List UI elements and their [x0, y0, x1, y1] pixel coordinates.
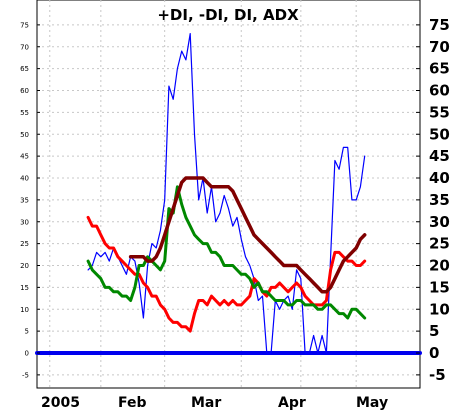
y-tick-label-left-8: 35 — [20, 196, 29, 204]
x-label-3: Apr — [278, 395, 306, 410]
y-tick-label-left-1: 0 — [25, 350, 29, 358]
y-tick-label-right-10: 45 — [429, 147, 450, 165]
y-tick-label-left-12: 55 — [20, 109, 29, 117]
y-tick-label-left-13: 60 — [20, 87, 29, 95]
series-line-3 — [86, 185, 367, 320]
y-tick-label-right-7: 30 — [429, 213, 450, 231]
y-tick-label-left-4: 15 — [20, 284, 29, 292]
y-tick-label-right-0: -5 — [429, 366, 446, 384]
x-label-0: 2005 — [41, 395, 80, 410]
y-tick-label-right-6: 25 — [429, 235, 450, 253]
y-tick-label-right-16: 75 — [429, 16, 450, 34]
y-tick-label-right-14: 65 — [429, 60, 450, 78]
chart-title: +DI, -DI, DI, ADX — [157, 6, 299, 24]
y-tick-label-right-3: 10 — [429, 300, 450, 318]
x-labels: 2005 Feb Mar Apr May — [41, 395, 388, 410]
x-label-4: May — [356, 395, 388, 410]
y-tick-label-right-11: 50 — [429, 125, 450, 143]
y-tick-label-right-1: 0 — [429, 344, 439, 362]
y-tick-label-left-9: 40 — [20, 175, 29, 183]
y-tick-label-left-15: 70 — [20, 43, 29, 51]
y-tick-label-left-14: 65 — [20, 65, 29, 73]
y-tick-label-right-9: 40 — [429, 169, 450, 187]
y-tick-label-left-11: 50 — [20, 131, 29, 139]
y-tick-label-right-5: 20 — [429, 257, 450, 275]
y-tick-label-right-12: 55 — [429, 103, 450, 121]
grid — [37, 0, 420, 388]
y-tick-label-left-7: 30 — [20, 218, 29, 226]
plot-frame — [36, 0, 421, 389]
y-ticks-left: -5 0 5 10 15 20 25 30 35 40 45 50 55 60 65 70 75 — [20, 21, 40, 379]
series-line-2 — [86, 215, 367, 333]
y-tick-label-left-5: 20 — [20, 262, 29, 270]
x-label-1: Feb — [118, 395, 147, 410]
y-tick-label-left-0: -5 — [22, 371, 29, 379]
y-tick-label-right-13: 60 — [429, 82, 450, 100]
y-tick-label-right-8: 35 — [429, 191, 450, 209]
y-tick-label-left-2: 5 — [25, 328, 29, 336]
y-tick-label-left-3: 10 — [20, 306, 29, 314]
y-tick-label-left-6: 25 — [20, 240, 29, 248]
y-tick-label-left-10: 45 — [20, 153, 29, 161]
y-tick-label-right-2: 5 — [429, 322, 439, 340]
y-tick-label-right-4: 15 — [429, 278, 450, 296]
y-tick-label-right-15: 70 — [429, 38, 450, 56]
x-label-2: Mar — [191, 395, 221, 410]
y-ticks-right: -5 0 5 10 15 20 25 30 35 40 45 50 55 60 65 70 75 — [416, 16, 450, 384]
series-line-1 — [87, 32, 366, 354]
series-line-4 — [128, 176, 367, 294]
series-group — [35, 32, 422, 355]
y-tick-label-left-16: 75 — [20, 21, 29, 29]
